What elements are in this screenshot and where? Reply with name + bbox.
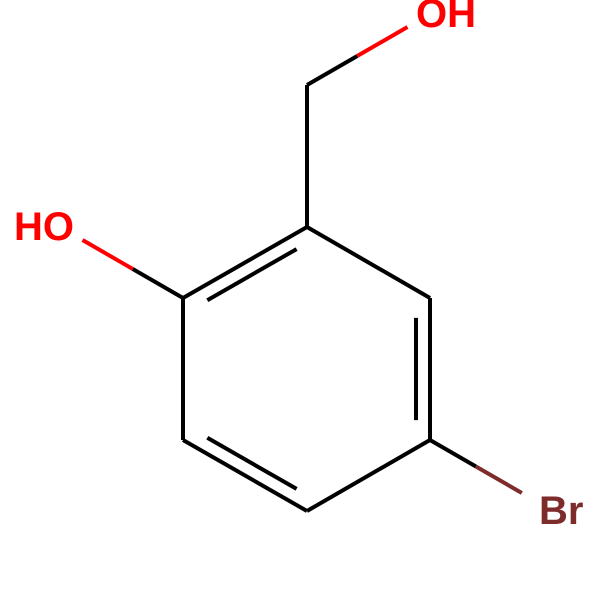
atom-label-O2: HO (14, 205, 74, 249)
atom-label-O1: OH (416, 0, 476, 36)
bond (183, 227, 307, 298)
molecule-diagram: OH HO Br (0, 0, 600, 600)
bond (83, 240, 133, 269)
atom-label-Br1: Br (539, 489, 583, 533)
bond (476, 467, 522, 494)
bond (307, 440, 430, 511)
bond (183, 440, 307, 511)
bond (430, 440, 476, 467)
bond (307, 56, 357, 85)
bond (307, 227, 430, 298)
bond (133, 269, 183, 298)
bond (357, 27, 407, 56)
